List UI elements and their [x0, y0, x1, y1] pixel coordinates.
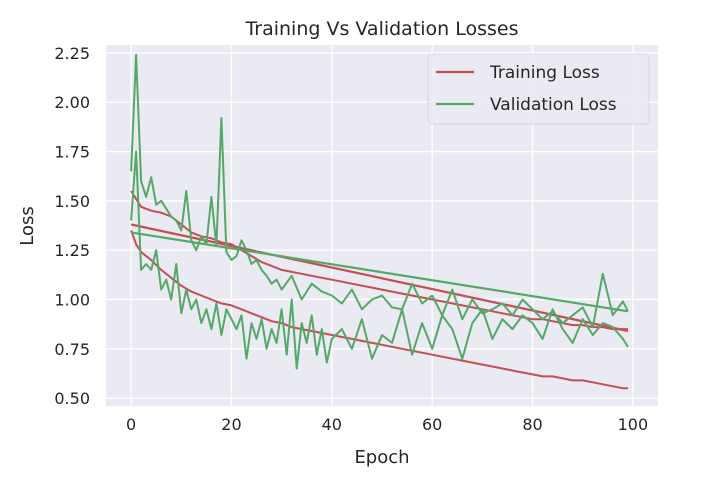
y-tick-label: 0.50: [54, 389, 90, 408]
legend-box: [427, 53, 650, 125]
training-loss-trend-line: [130, 223, 629, 333]
x-tick-label: 40: [322, 415, 342, 434]
x-tick-label: 0: [126, 415, 136, 434]
y-tick-label: 2.00: [54, 93, 90, 112]
x-tick-label: 100: [618, 415, 649, 434]
y-tick-label: 1.25: [54, 241, 90, 260]
validation-loss-trend-line: [130, 231, 629, 313]
legend-label-training: Training Loss: [489, 63, 600, 83]
validation-loss-run-2-line: [130, 150, 629, 370]
legend: Training Loss Validation Loss: [427, 53, 650, 125]
legend-label-validation: Validation Loss: [490, 95, 617, 115]
y-gridlines: [106, 52, 658, 399]
y-tick-label: 1.00: [54, 290, 90, 309]
x-tick-label: 20: [221, 415, 241, 434]
validation-loss-run-1-line: [130, 53, 629, 329]
y-tick-labels: 0.50 0.75 1.00 1.25 1.50 1.75 2.00 2.25: [54, 44, 90, 408]
x-axis-label: Epoch: [354, 447, 409, 468]
x-tick-label: 60: [422, 415, 442, 434]
x-tick-label: 80: [522, 415, 542, 434]
y-tick-label: 0.75: [54, 340, 90, 359]
training-loss-run-2-line: [130, 230, 628, 390]
series-layer: [130, 53, 629, 390]
y-tick-label: 1.75: [54, 143, 90, 162]
x-tick-labels: 0 20 40 60 80 100: [126, 415, 648, 434]
y-tick-label: 1.50: [54, 192, 90, 211]
y-tick-label: 2.25: [54, 44, 90, 63]
chart-title: Training Vs Validation Losses: [244, 18, 518, 40]
y-axis-label: Loss: [17, 206, 38, 245]
